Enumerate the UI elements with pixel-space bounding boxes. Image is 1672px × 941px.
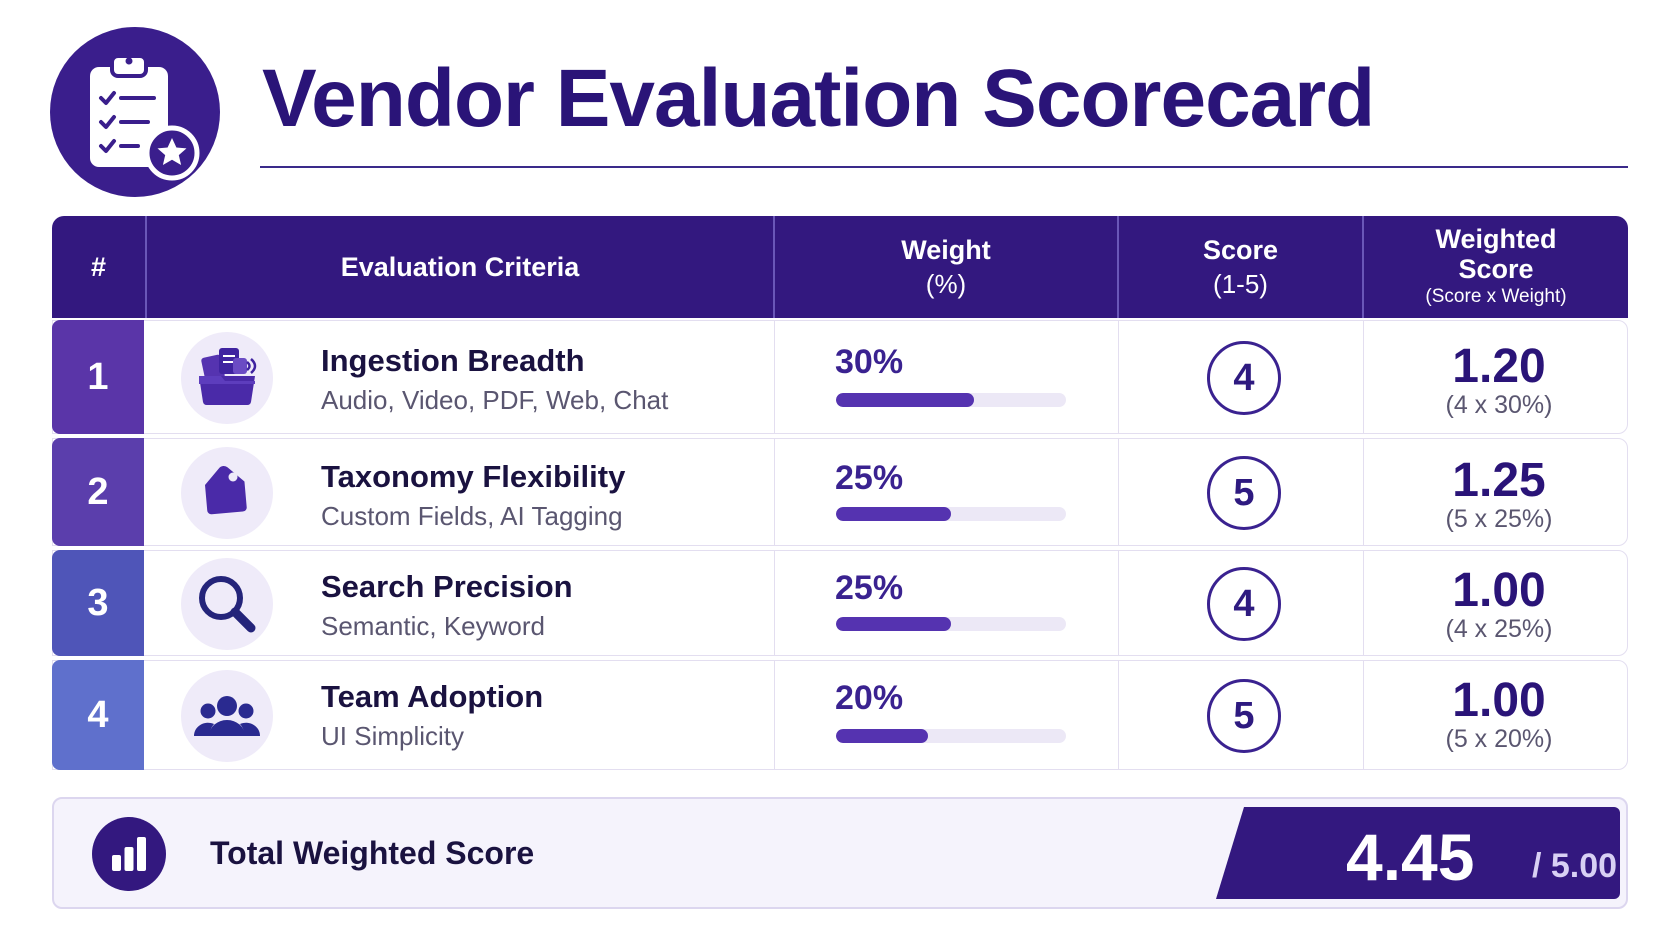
criteria-name: Team Adoption (321, 679, 544, 714)
column-divider (1118, 551, 1119, 655)
col-header-weight-label: Weight (901, 235, 991, 265)
weighted-score-value: 1.25 (1452, 454, 1546, 507)
weight-bar-fill (836, 393, 974, 407)
column-divider (774, 321, 775, 433)
bar-chart-icon (112, 837, 146, 871)
weight-bar (836, 393, 1066, 407)
total-label: Total Weighted Score (210, 835, 535, 871)
weight-bar-fill (836, 507, 951, 521)
table-row: 1 Ingestion Breadth Audio, Video, PDF, W… (52, 320, 1628, 434)
criteria-icon-badge (181, 558, 273, 650)
col-header-weighted-label: Weighted (1435, 224, 1557, 254)
row-number: 4 (52, 660, 144, 770)
criteria-name: Taxonomy Flexibility (321, 459, 626, 494)
weighted-score-value: 1.00 (1452, 674, 1546, 727)
score-badge: 4 (1207, 341, 1281, 415)
weight-percent: 25% (835, 459, 904, 497)
weight-percent: 20% (835, 679, 904, 717)
column-divider (774, 661, 775, 769)
score-badge: 5 (1207, 679, 1281, 753)
col-header-score-sub: (1-5) (1213, 269, 1268, 299)
page-title: Vendor Evaluation Scorecard (262, 53, 1375, 144)
team-icon (193, 696, 261, 736)
total-score-box: 4.45 / 5.00 (1216, 807, 1620, 899)
column-divider (1118, 439, 1119, 545)
col-header-score-label: Score (1202, 235, 1279, 265)
weighted-score-formula: (4 x 25%) (1445, 615, 1553, 643)
logo-badge (50, 27, 220, 197)
score-badge: 4 (1207, 567, 1281, 641)
criteria-icon-badge (181, 670, 273, 762)
weight-percent: 25% (835, 569, 904, 607)
col-header-weight-sub: (%) (925, 269, 967, 299)
criteria-description: UI Simplicity (321, 721, 465, 751)
weighted-score-formula: (5 x 20%) (1445, 725, 1553, 753)
criteria-name: Ingestion Breadth (321, 343, 585, 378)
col-header-criteria: Evaluation Criteria (145, 216, 773, 318)
criteria-icon-badge (181, 447, 273, 539)
media-folder-icon (199, 348, 257, 406)
column-divider (1118, 661, 1119, 769)
weighted-score-value: 1.00 (1452, 564, 1546, 617)
col-header-num: # (52, 216, 145, 318)
weight-bar-fill (836, 617, 951, 631)
weight-percent: 30% (835, 343, 904, 381)
column-divider (1363, 321, 1364, 433)
col-header-criteria-label: Evaluation Criteria (340, 252, 580, 282)
table-row: 3 Search Precision Semantic, Keyword 25%… (52, 550, 1628, 656)
weight-bar (836, 507, 1066, 521)
col-header-num-label: # (90, 252, 107, 282)
row-number: 1 (52, 320, 144, 434)
criteria-name: Search Precision (321, 569, 573, 604)
weighted-score-formula: (4 x 30%) (1445, 391, 1553, 419)
table-row: 4 Team Adoption UI Simplicity 20% 5 1.00… (52, 660, 1628, 770)
col-header-weighted-label-2: Score (1458, 254, 1534, 284)
total-score-panel: Total Weighted Score 4.45 / 5.00 (52, 797, 1628, 909)
weight-bar-fill (836, 729, 928, 743)
title-divider (260, 166, 1628, 168)
column-divider (1363, 661, 1364, 769)
column-divider (1118, 321, 1119, 433)
criteria-description: Custom Fields, AI Tagging (321, 501, 623, 531)
weight-bar (836, 729, 1066, 743)
column-divider (1363, 551, 1364, 655)
col-header-score: Score (1-5) (1117, 216, 1362, 318)
criteria-description: Semantic, Keyword (321, 611, 545, 641)
criteria-icon-badge (181, 332, 273, 424)
col-header-weighted: Weighted Score (Score x Weight) (1362, 216, 1628, 318)
column-divider (774, 439, 775, 545)
table-row: 2 Taxonomy Flexibility Custom Fields, AI… (52, 438, 1628, 546)
col-header-weight: Weight (%) (773, 216, 1117, 318)
column-divider (1363, 439, 1364, 545)
total-score-value: 4.45 (1346, 820, 1475, 894)
column-divider (774, 551, 775, 655)
score-badge: 5 (1207, 456, 1281, 530)
row-number: 3 (52, 550, 144, 656)
col-header-weighted-sub: (Score x Weight) (1425, 286, 1567, 307)
clipboard-checklist-star-icon (90, 54, 200, 181)
total-score-max: / 5.00 (1532, 847, 1618, 885)
weighted-score-value: 1.20 (1452, 340, 1546, 393)
total-icon-badge (92, 817, 166, 891)
tag-icon (205, 466, 247, 515)
magnifier-icon (199, 576, 256, 633)
weighted-score-formula: (5 x 25%) (1445, 505, 1553, 533)
table-header: # Evaluation Criteria Weight (%) Score (… (52, 216, 1628, 318)
total-score-background (1216, 807, 1620, 899)
criteria-description: Audio, Video, PDF, Web, Chat (321, 385, 669, 415)
row-number: 2 (52, 438, 144, 546)
weight-bar (836, 617, 1066, 631)
